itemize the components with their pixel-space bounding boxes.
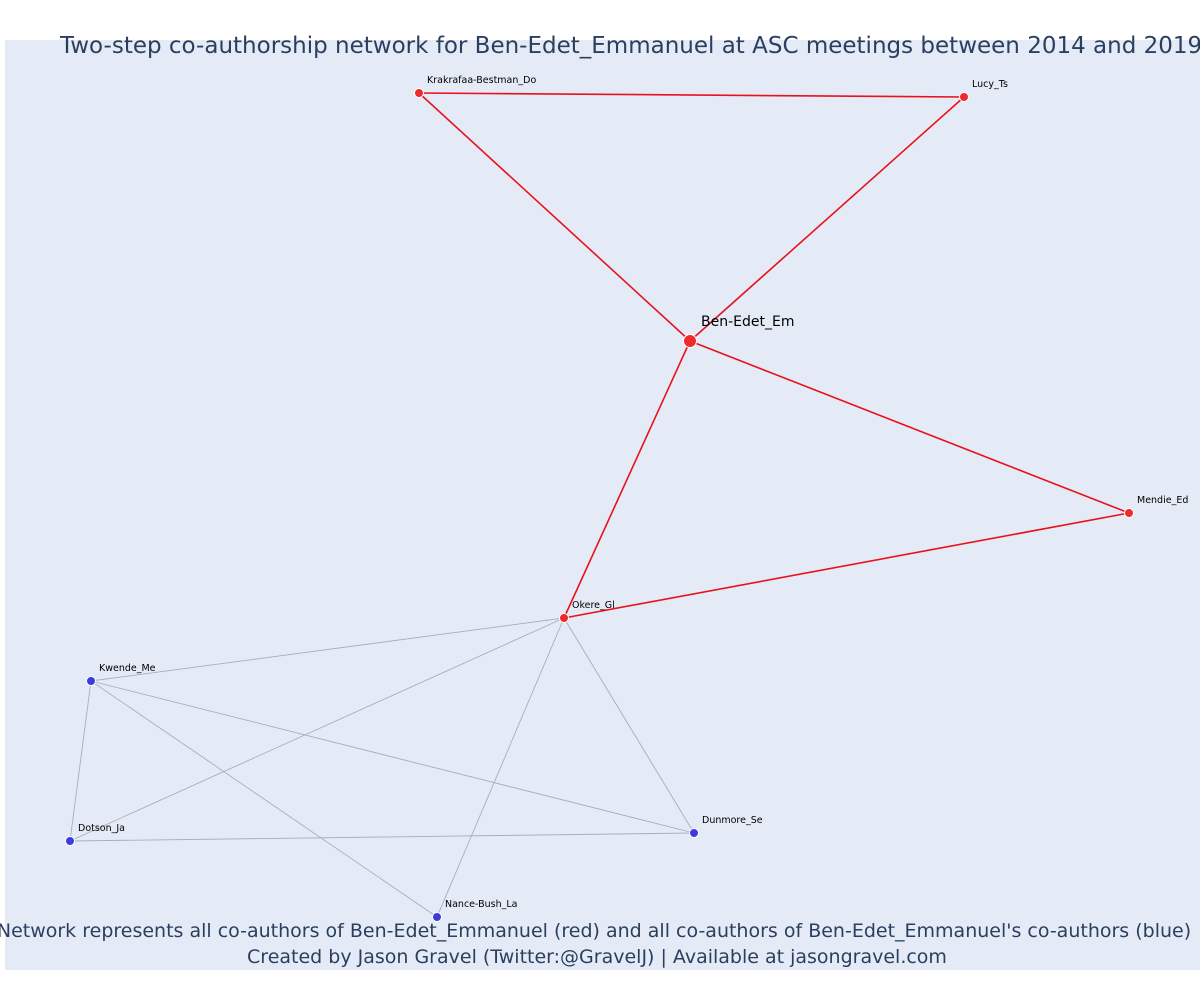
node-label-nance: Nance-Bush_La bbox=[445, 899, 517, 910]
caption-line-2: Created by Jason Gravel (Twitter:@Gravel… bbox=[247, 946, 947, 968]
edge-ben-okere bbox=[563, 340, 691, 619]
edge-lucy-ben bbox=[689, 96, 965, 342]
node-label-ben: Ben-Edet_Em bbox=[701, 314, 794, 330]
edge-okere-dotson bbox=[69, 617, 565, 842]
edge-okere-mendie bbox=[563, 512, 1130, 619]
node-label-dunmore: Dunmore_Se bbox=[702, 815, 763, 826]
labels-layer: Ben-Edet_Em Krakrafaa-Bestman_Do Lucy_Ts Me… bbox=[78, 75, 1188, 910]
edge-okere-dunmore bbox=[563, 617, 695, 834]
edges-layer bbox=[69, 92, 1130, 918]
node-krak[interactable] bbox=[414, 88, 424, 98]
edge-ben-mendie bbox=[689, 340, 1130, 514]
edge-dotson-dunmore bbox=[69, 832, 695, 842]
node-lucy[interactable] bbox=[959, 92, 969, 102]
node-label-dotson: Dotson_Ja bbox=[78, 823, 125, 834]
edge-kwende-dunmore bbox=[90, 680, 695, 834]
node-label-mendie: Mendie_Ed bbox=[1137, 495, 1188, 506]
node-label-krak: Krakrafaa-Bestman_Do bbox=[427, 75, 536, 86]
chart-title: Two-step co-authorship network for Ben-E… bbox=[59, 33, 1200, 59]
edge-okere-kwende bbox=[90, 617, 565, 682]
node-okere[interactable] bbox=[559, 613, 569, 623]
node-dotson[interactable] bbox=[65, 836, 75, 846]
edge-okere-nance bbox=[436, 617, 565, 918]
node-kwende[interactable] bbox=[86, 676, 96, 686]
plot-background bbox=[5, 40, 1200, 970]
node-ben[interactable] bbox=[683, 334, 697, 348]
edge-kwende-dotson bbox=[69, 680, 92, 842]
edge-krak-lucy bbox=[418, 92, 965, 98]
node-nance[interactable] bbox=[432, 912, 442, 922]
node-label-okere: Okere_Gl bbox=[572, 600, 615, 611]
node-label-lucy: Lucy_Ts bbox=[972, 79, 1008, 90]
nodes-layer bbox=[65, 88, 1134, 922]
node-label-kwende: Kwende_Me bbox=[99, 663, 156, 674]
node-mendie[interactable] bbox=[1124, 508, 1134, 518]
caption-line-1: Network represents all co-authors of Ben… bbox=[0, 920, 1191, 942]
edge-krak-ben bbox=[418, 92, 691, 342]
edge-kwende-nance bbox=[90, 680, 438, 918]
node-dunmore[interactable] bbox=[689, 828, 699, 838]
